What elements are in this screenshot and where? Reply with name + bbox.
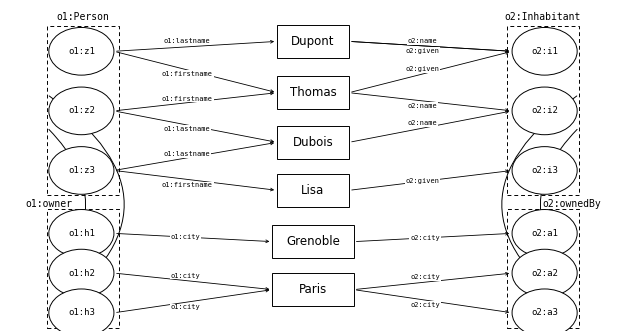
Text: Paris: Paris bbox=[299, 283, 327, 296]
Text: o2:name: o2:name bbox=[408, 103, 437, 109]
Text: o2:city: o2:city bbox=[410, 274, 440, 280]
Text: o2:a3: o2:a3 bbox=[531, 308, 558, 317]
Text: o2:a2: o2:a2 bbox=[531, 268, 558, 278]
Text: o2:given: o2:given bbox=[406, 66, 439, 72]
Text: o1:z2: o1:z2 bbox=[68, 106, 95, 116]
Bar bbox=[277, 76, 349, 109]
Ellipse shape bbox=[512, 27, 577, 75]
Bar bbox=[47, 26, 119, 195]
Text: o2:ownedBy: o2:ownedBy bbox=[542, 199, 601, 209]
Text: Thomas: Thomas bbox=[290, 86, 336, 99]
Text: o2:i3: o2:i3 bbox=[531, 166, 558, 175]
FancyArrowPatch shape bbox=[49, 96, 124, 312]
Ellipse shape bbox=[512, 210, 577, 257]
Text: o2:name: o2:name bbox=[408, 38, 437, 44]
Text: o1:firstname: o1:firstname bbox=[162, 71, 213, 77]
Text: o1:lastname: o1:lastname bbox=[164, 126, 211, 132]
Text: o2:given: o2:given bbox=[406, 178, 439, 184]
Bar bbox=[272, 273, 354, 306]
Text: o1:owner: o1:owner bbox=[25, 199, 72, 209]
Ellipse shape bbox=[49, 249, 114, 297]
Text: o1:Person: o1:Person bbox=[57, 12, 110, 22]
Bar bbox=[272, 225, 354, 258]
FancyArrowPatch shape bbox=[540, 129, 577, 279]
Text: o2:Place: o2:Place bbox=[519, 321, 567, 331]
FancyArrowPatch shape bbox=[502, 96, 577, 312]
Text: o1:lastname: o1:lastname bbox=[164, 151, 211, 157]
Text: o1:z1: o1:z1 bbox=[68, 47, 95, 56]
Text: o2:name: o2:name bbox=[408, 120, 437, 126]
Text: Lisa: Lisa bbox=[301, 184, 325, 197]
Text: Dubois: Dubois bbox=[292, 136, 334, 149]
Text: o2:i1: o2:i1 bbox=[531, 47, 558, 56]
Text: o1:h2: o1:h2 bbox=[68, 268, 95, 278]
Ellipse shape bbox=[49, 87, 114, 135]
Text: o1:z3: o1:z3 bbox=[68, 166, 95, 175]
Text: o1:city: o1:city bbox=[170, 234, 200, 240]
Text: Dupont: Dupont bbox=[291, 35, 335, 48]
Ellipse shape bbox=[49, 210, 114, 257]
Text: o1:h1: o1:h1 bbox=[68, 229, 95, 238]
FancyArrowPatch shape bbox=[49, 129, 86, 279]
Text: o2:given: o2:given bbox=[406, 48, 439, 54]
Ellipse shape bbox=[49, 289, 114, 331]
Text: o1:city: o1:city bbox=[170, 272, 200, 279]
Ellipse shape bbox=[512, 87, 577, 135]
Text: o1:firstname: o1:firstname bbox=[162, 96, 213, 102]
Text: o1:city: o1:city bbox=[170, 304, 200, 310]
Bar bbox=[277, 174, 349, 207]
Text: o2:i2: o2:i2 bbox=[531, 106, 558, 116]
Bar bbox=[507, 26, 579, 195]
Text: o2:Inhabitant: o2:Inhabitant bbox=[505, 12, 581, 22]
Text: o1:firstname: o1:firstname bbox=[162, 182, 213, 188]
Ellipse shape bbox=[512, 147, 577, 194]
Bar bbox=[47, 209, 119, 328]
Text: o2:city: o2:city bbox=[410, 302, 440, 308]
Text: o1:House: o1:House bbox=[59, 321, 107, 331]
Bar bbox=[277, 126, 349, 159]
Text: o1:lastname: o1:lastname bbox=[164, 38, 211, 44]
Ellipse shape bbox=[49, 27, 114, 75]
Ellipse shape bbox=[49, 147, 114, 194]
Text: o2:a1: o2:a1 bbox=[531, 229, 558, 238]
Text: o1:h3: o1:h3 bbox=[68, 308, 95, 317]
Text: o2:city: o2:city bbox=[410, 235, 440, 241]
Bar bbox=[277, 25, 349, 58]
Bar bbox=[507, 209, 579, 328]
Text: Grenoble: Grenoble bbox=[286, 235, 340, 248]
Ellipse shape bbox=[512, 289, 577, 331]
Ellipse shape bbox=[512, 249, 577, 297]
